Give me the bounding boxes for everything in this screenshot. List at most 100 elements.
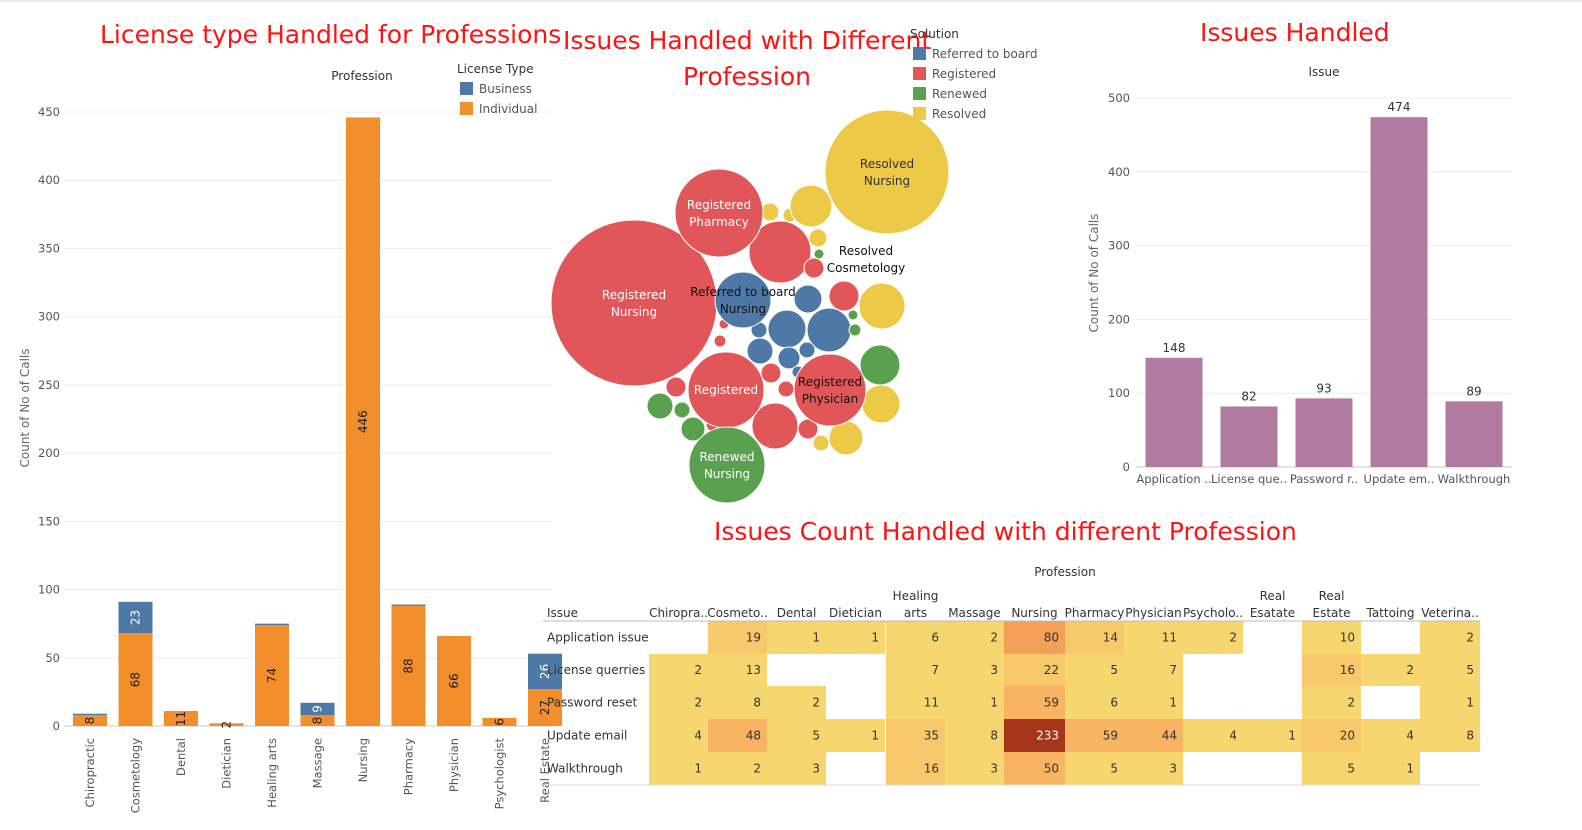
issue-bar [1295,398,1353,467]
x-tick-label: Massage [311,738,325,788]
bubble-label: Resolved [839,244,893,258]
heatmap-cell-value: 1 [871,729,879,743]
bar-business [300,702,335,716]
bubble-renewed [848,323,862,337]
heatmap-cell [1420,686,1480,719]
bubble-resolved [808,228,828,248]
heatmap-cell [1065,719,1124,752]
y-tick-label: 250 [38,378,60,392]
individual-data-label: 6 [493,718,507,726]
heatmap-cell-value: 5 [1347,762,1355,776]
heatmap-cell [1124,719,1183,752]
individual-data-label: 88 [402,658,416,673]
bubble-referred-to-board [746,337,774,365]
heatmap-cell-value: 1 [812,631,820,645]
individual-data-label: 66 [447,673,461,688]
heatmap-cell [1183,621,1243,654]
heatmap-cell-value: 20 [1340,729,1355,743]
legend-label: Registered [932,67,996,81]
legend-label: Resolved [932,107,986,121]
heatmap-cell-value: 10 [1340,631,1355,645]
heatmap-cell [767,621,826,654]
heatmap-row-label: Update email [547,729,627,743]
heatmap-column-label: Chiropra.. [649,606,708,620]
heatmap-cell [945,686,1004,719]
heatmap-column-label: Veterina.. [1421,606,1479,620]
heatmap-cell-value: 11 [924,696,939,710]
heatmap-cell-value: 35 [924,729,939,743]
bubble-label: Registered [798,375,862,389]
heatmap-cell-value: 16 [1340,663,1355,677]
y-tick-label: 400 [1108,165,1130,179]
bubble-chart-title-line1: Issues Handled with Different [563,26,932,55]
legend-swatch [913,67,926,80]
bar-individual [118,633,153,726]
heatmap-cell [767,752,826,785]
bubble-chart: Registered Nursing Resolved Nursing Register… [550,27,1038,504]
x-tick-label: Dental [174,738,188,776]
y-tick-label: 300 [1108,239,1130,253]
bubble-label: Nursing [720,302,766,316]
heatmap-cell-value: 3 [990,762,998,776]
bar-individual [482,717,517,726]
bubble-label: Registered [687,198,751,212]
bar-individual [164,710,198,726]
bar-individual [73,715,107,726]
bubble-label: Registered [694,383,758,397]
heatmap-cell [1302,621,1361,654]
heatmap-cell [945,752,1004,785]
issue-data-label: 82 [1241,389,1256,403]
heatmap-row-label: Password reset [547,696,638,710]
heatmap-cell-value: 7 [1169,663,1177,677]
legend-swatch [460,102,473,115]
heatmap-cell-value: 50 [1044,762,1059,776]
y-axis-label: Count of No of Calls [18,349,32,468]
bubble-registered [828,280,860,312]
bubble-registered-labeled [793,353,867,427]
heatmap-cell-value: 7 [931,663,939,677]
individual-data-label: 8 [83,717,97,725]
heatmap-cell-value: 5 [812,729,820,743]
bubble-resolved [858,282,906,330]
bar-individual [528,689,562,726]
heatmap-cell [886,752,945,785]
heatmap-cell-value: 4 [1229,729,1237,743]
issue-data-label: 89 [1466,384,1481,398]
bar-individual [437,635,471,726]
license-chart-title: License type Handled for Professions [100,20,562,49]
heatmap-cell [708,621,767,654]
heatmap-cell [1302,719,1361,752]
x-tick-label: Healing arts [265,738,279,808]
heatmap-cell-value: 48 [746,729,761,743]
bubble-resolved-labeled [824,109,950,235]
heatmap-cell-value: 2 [1466,631,1474,645]
heatmap-cell-value: 80 [1044,631,1059,645]
heatmap-cell-value: 59 [1044,696,1059,710]
bar-individual [391,605,426,726]
heatmap-cell-value: 2 [753,762,761,776]
heatmap-cell-value: 3 [1169,762,1177,776]
bubble-renewed [680,416,706,442]
x-tick-label: Psychologist [493,738,507,810]
issues-bar-chart: Issue 0 100 200 300 400 500 Count of No of Call… [1087,65,1512,486]
bubble-registered [665,376,687,398]
x-tick-label: Dietician [220,738,234,789]
heatmap-cell-value: 3 [990,663,998,677]
heatmap-cell-value: 44 [1162,729,1177,743]
legend-title: Solution [910,27,959,41]
individual-data-label: 2 [220,721,234,729]
heatmap-cell [1302,752,1361,785]
x-tick-label: Application .. [1136,472,1211,486]
individual-data-label: 68 [129,672,143,687]
heatmap-cell [1004,686,1065,719]
heatmap-cell [886,686,945,719]
heatmap-cell-value: 1 [1466,696,1474,710]
bubble-renewed [859,344,901,386]
heatmap-cell [1065,621,1124,654]
heatmap-column-label: Pharmacy [1065,606,1125,620]
heatmap-cell-value: 6 [931,631,939,645]
bubble-label: Physician [802,392,858,406]
heatmap-cell [945,621,1004,654]
business-data-label: 9 [311,705,325,713]
heatmap-cell [1124,686,1183,719]
